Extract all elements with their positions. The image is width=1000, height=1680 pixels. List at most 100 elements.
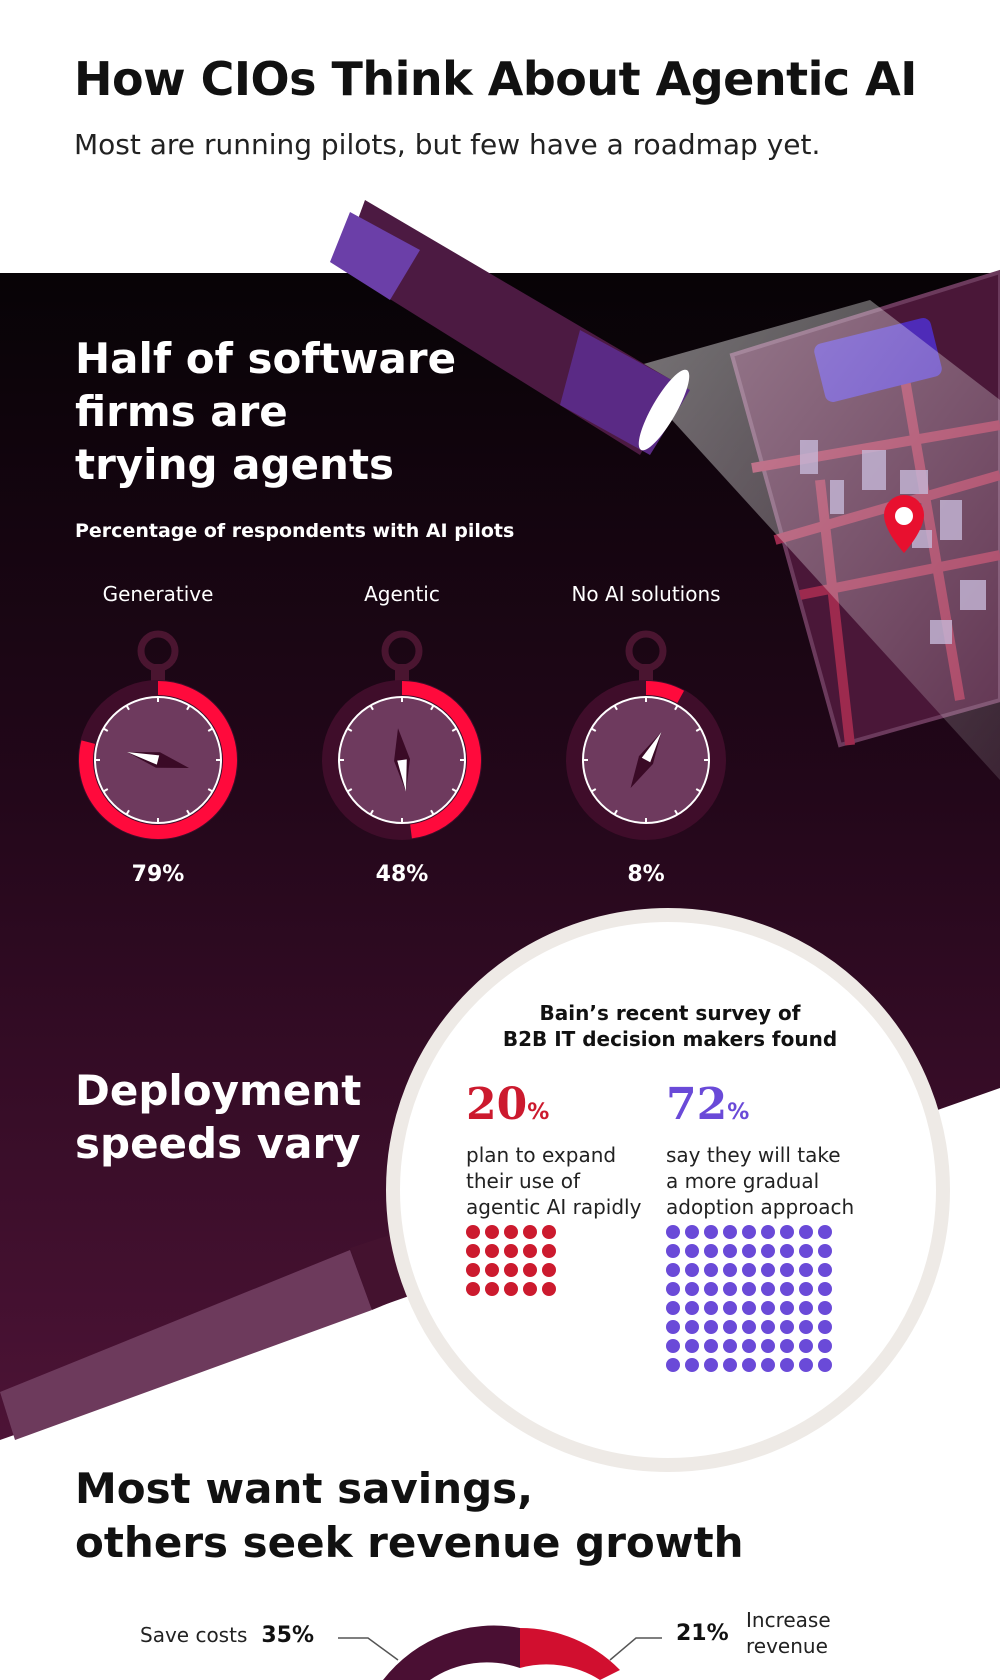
dial-tick — [102, 727, 109, 732]
stopwatch-stem — [395, 664, 409, 682]
value-arc — [401, 681, 481, 839]
dial-needle-tip — [641, 731, 662, 763]
stopwatch-generative: Generative 79% — [78, 582, 238, 887]
waffle-dot — [723, 1263, 737, 1277]
waffle-dot — [666, 1225, 680, 1239]
stat-description: say they will take a more gradual adopti… — [666, 1142, 876, 1220]
stat-value: 72% — [666, 1082, 876, 1136]
waffle-72 — [666, 1225, 832, 1372]
waffle-dot — [799, 1225, 813, 1239]
waffle-dot — [742, 1225, 756, 1239]
waffle-dot — [704, 1301, 718, 1315]
waffle-dot — [780, 1244, 794, 1258]
heading-line: firms are — [75, 387, 288, 436]
waffle-dot — [780, 1320, 794, 1334]
stat-rapid-expansion: 20% plan to expand their use of agentic … — [466, 1082, 666, 1220]
waffle-dot — [666, 1358, 680, 1372]
stopwatch-stem — [151, 664, 165, 682]
waffle-dot — [742, 1282, 756, 1296]
waffle-dot — [780, 1301, 794, 1315]
waffle-dot — [742, 1339, 756, 1353]
flashlight-icon — [330, 200, 690, 455]
waffle-dot — [685, 1282, 699, 1296]
waffle-dot — [466, 1282, 480, 1296]
waffle-dot — [666, 1244, 680, 1258]
dial-needle-tip — [397, 759, 407, 792]
legend-label: Save costs — [140, 1623, 248, 1647]
waffle-dot — [542, 1244, 556, 1258]
waffle-dot — [542, 1282, 556, 1296]
dial-tick — [369, 809, 374, 816]
dial-tick — [695, 727, 702, 732]
waffle-dot — [799, 1282, 813, 1296]
waffle-dot — [799, 1339, 813, 1353]
legend-value: 35% — [261, 1623, 315, 1648]
waffle-dot — [799, 1301, 813, 1315]
waffle-dot — [780, 1282, 794, 1296]
page-subtitle: Most are running pilots, but few have a … — [74, 128, 821, 161]
waffle-dot — [780, 1358, 794, 1372]
dial-tick — [613, 809, 618, 816]
stat-gradual-adoption: 72% say they will take a more gradual ad… — [666, 1082, 876, 1220]
stopwatch-agentic: Agentic 48% — [322, 582, 482, 887]
waffle-dot — [780, 1339, 794, 1353]
dial-tick — [207, 788, 214, 793]
waffle-dot — [799, 1320, 813, 1334]
leader-line-right — [609, 1637, 662, 1661]
data-label: 48% — [376, 862, 429, 887]
waffle-dot — [523, 1282, 537, 1296]
heading-line: Half of software — [75, 334, 457, 383]
waffle-dot — [742, 1244, 756, 1258]
donut-slice-save-costs — [383, 1625, 520, 1680]
waffle-dot — [542, 1225, 556, 1239]
waffle-dot — [742, 1320, 756, 1334]
section-heading-agents: Half of software firms are trying agents — [75, 332, 456, 491]
waffle-dot — [704, 1244, 718, 1258]
legend-label-line: Increase — [746, 1608, 831, 1632]
waffle-dot — [742, 1358, 756, 1372]
waffle-dot — [761, 1225, 775, 1239]
waffle-dot — [742, 1301, 756, 1315]
survey-waffle-charts — [466, 1225, 832, 1372]
dial-tick — [346, 727, 353, 732]
waffle-dot — [723, 1358, 737, 1372]
stat-number: 20 — [466, 1079, 528, 1130]
waffle-dot — [523, 1225, 537, 1239]
category-label: Generative — [103, 582, 214, 606]
waffle-dot — [723, 1282, 737, 1296]
waffle-dot — [685, 1244, 699, 1258]
waffle-dot — [723, 1339, 737, 1353]
dial-tick — [451, 727, 458, 732]
waffle-dot — [704, 1358, 718, 1372]
waffle-dot — [818, 1358, 832, 1372]
data-label: 79% — [132, 862, 185, 887]
waffle-dot — [761, 1263, 775, 1277]
waffle-dot — [685, 1301, 699, 1315]
stat-line: say they will take — [666, 1143, 841, 1167]
waffle-dot — [761, 1282, 775, 1296]
survey-heading-line: Bain’s recent survey of — [539, 1001, 801, 1025]
waffle-dot — [723, 1301, 737, 1315]
dial-tick — [102, 788, 109, 793]
page-title: How CIOs Think About Agentic AI — [74, 52, 917, 106]
goals-donut-chart — [338, 1625, 662, 1680]
waffle-dot — [723, 1244, 737, 1258]
dial-tick — [590, 788, 597, 793]
dial-tick — [125, 704, 130, 711]
data-label: 8% — [627, 862, 664, 887]
waffle-dot — [761, 1301, 775, 1315]
stat-line: plan to expand — [466, 1143, 617, 1167]
waffle-dot — [818, 1339, 832, 1353]
waffle-dot — [818, 1225, 832, 1239]
dial-tick — [674, 809, 679, 816]
dial-tick — [451, 788, 458, 793]
waffle-dot — [704, 1320, 718, 1334]
waffle-dot — [666, 1339, 680, 1353]
waffle-dot — [685, 1320, 699, 1334]
waffle-dot — [504, 1225, 518, 1239]
category-label: Agentic — [364, 582, 440, 606]
donut-slice-increase-revenue — [520, 1628, 620, 1680]
dial-tick — [186, 704, 191, 711]
stat-line: their use of — [466, 1169, 580, 1193]
